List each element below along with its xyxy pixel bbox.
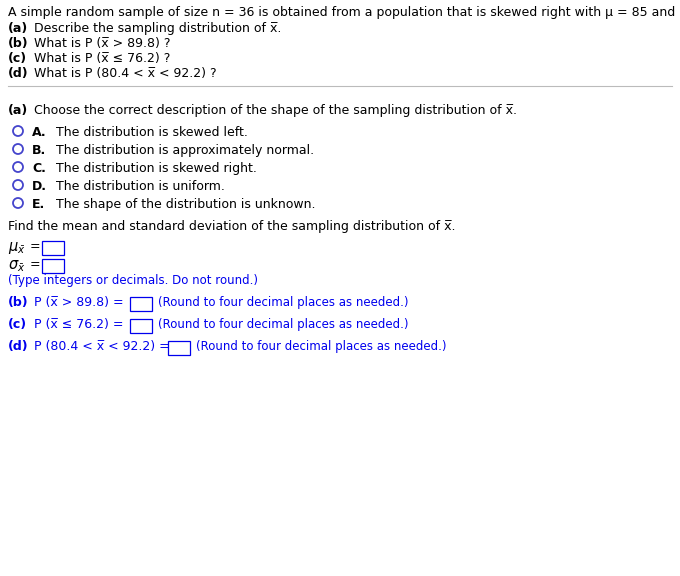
Text: C.: C. [32,162,46,175]
FancyBboxPatch shape [42,241,64,255]
Circle shape [13,144,23,154]
Text: (Round to four decimal places as needed.): (Round to four decimal places as needed.… [158,318,409,331]
Text: $\mu_{\bar{x}}$: $\mu_{\bar{x}}$ [8,240,26,256]
Text: (a): (a) [8,22,29,35]
Text: $\sigma_{\bar{x}}$: $\sigma_{\bar{x}}$ [8,258,25,274]
Text: The distribution is skewed right.: The distribution is skewed right. [52,162,257,175]
Text: What is P (x̅ ≤ 76.2) ?: What is P (x̅ ≤ 76.2) ? [30,52,171,65]
Text: (b): (b) [8,37,29,50]
FancyBboxPatch shape [42,259,64,273]
Text: Find the mean and standard deviation of the sampling distribution of x̅.: Find the mean and standard deviation of … [8,220,456,233]
Text: =: = [30,258,41,271]
Text: E.: E. [32,198,46,211]
FancyBboxPatch shape [130,297,152,311]
Text: (b): (b) [8,296,29,309]
Text: Describe the sampling distribution of x̅.: Describe the sampling distribution of x̅… [30,22,282,35]
Text: P (80.4 < x̅ < 92.2) =: P (80.4 < x̅ < 92.2) = [30,340,170,353]
FancyBboxPatch shape [168,341,190,355]
Text: (c): (c) [8,318,27,331]
FancyBboxPatch shape [130,319,152,333]
Circle shape [13,126,23,136]
Text: P (x̅ > 89.8) =: P (x̅ > 89.8) = [30,296,124,309]
Text: (c): (c) [8,52,27,65]
Text: (Round to four decimal places as needed.): (Round to four decimal places as needed.… [196,340,447,353]
Text: D.: D. [32,180,47,193]
Text: P (x̅ ≤ 76.2) =: P (x̅ ≤ 76.2) = [30,318,124,331]
Text: =: = [30,240,41,253]
Circle shape [13,180,23,190]
Text: The distribution is uniform.: The distribution is uniform. [52,180,225,193]
Text: What is P (80.4 < x̅ < 92.2) ?: What is P (80.4 < x̅ < 92.2) ? [30,67,217,80]
Text: Choose the correct description of the shape of the sampling distribution of x̅.: Choose the correct description of the sh… [30,104,517,117]
Circle shape [13,198,23,208]
Text: (Round to four decimal places as needed.): (Round to four decimal places as needed.… [158,296,409,309]
Text: The distribution is approximately normal.: The distribution is approximately normal… [52,144,314,157]
Text: A.: A. [32,126,47,139]
Text: B.: B. [32,144,46,157]
Circle shape [13,162,23,172]
Text: (Type integers or decimals. Do not round.): (Type integers or decimals. Do not round… [8,274,258,287]
Text: The shape of the distribution is unknown.: The shape of the distribution is unknown… [52,198,316,211]
Text: (d): (d) [8,67,29,80]
Text: What is P (x̅ > 89.8) ?: What is P (x̅ > 89.8) ? [30,37,171,50]
Text: (d): (d) [8,340,29,353]
Text: (a): (a) [8,104,29,117]
Text: The distribution is skewed left.: The distribution is skewed left. [52,126,248,139]
Text: A simple random sample of size n = 36 is obtained from a population that is skew: A simple random sample of size n = 36 is… [8,6,680,19]
